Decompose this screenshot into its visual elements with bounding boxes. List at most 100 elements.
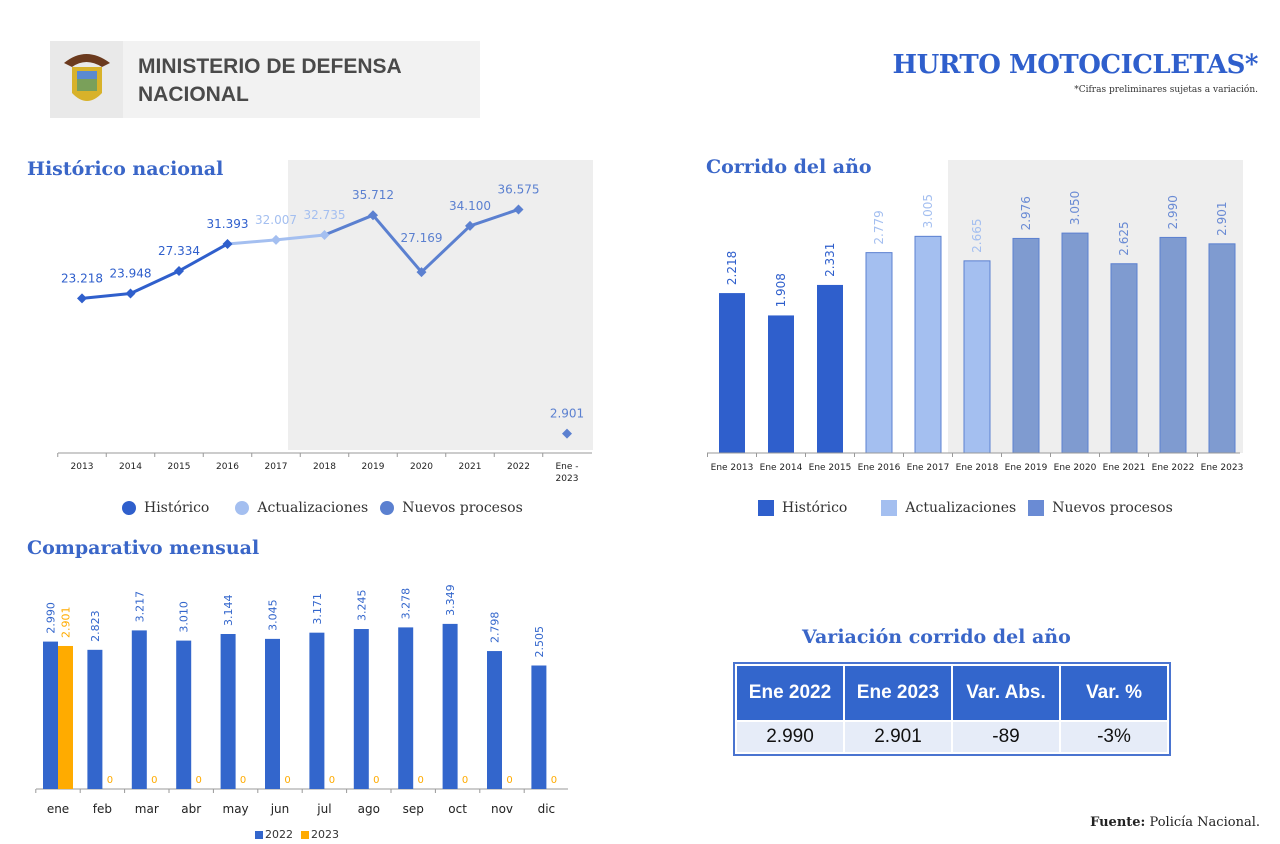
header-ene-2022: Ene 2022 (735, 664, 845, 722)
x-tick-label: jul (316, 802, 331, 816)
data-label: 2.625 (1117, 221, 1131, 255)
data-label-2022: 3.217 (133, 591, 146, 623)
line-segment (178, 242, 229, 273)
shield-icon (64, 54, 110, 101)
data-label: 31.393 (207, 217, 249, 231)
bar (1012, 237, 1040, 454)
data-label-2022: 3.010 (178, 601, 191, 633)
bar-2022 (487, 651, 502, 789)
line-segment (275, 233, 325, 242)
x-tick-label: 2017 (265, 462, 288, 472)
x-tick-label: abr (181, 802, 201, 816)
projection-shade (948, 160, 1243, 453)
x-tick-label: 2016 (216, 462, 239, 472)
data-label-2023: 0 (284, 775, 290, 786)
line-segment (81, 292, 131, 300)
data-label-2022: 2.798 (489, 612, 502, 644)
x-tick-label: Ene 2016 (858, 463, 901, 473)
legend-nuevos-marker (380, 501, 395, 515)
x-tick-label: ago (358, 802, 380, 816)
legend-historico-marker (758, 500, 774, 516)
x-tick-label: may (223, 802, 249, 816)
data-point (271, 234, 281, 245)
x-tick-label: Ene 2019 (1005, 463, 1048, 473)
coat-of-arms-logo (50, 41, 123, 118)
legend-historico-label: Histórico (782, 500, 848, 516)
header-var-pct: Var. % (1059, 664, 1169, 722)
bar-2022 (220, 634, 236, 789)
data-label: 2.779 (872, 210, 886, 244)
x-tick-label: Ene 2013 (711, 463, 754, 473)
legend-historico-marker (122, 501, 136, 515)
preliminary-note: *Cifras preliminares sujetas a variación… (1074, 85, 1258, 95)
bar (914, 235, 942, 454)
x-tick-label: feb (93, 802, 112, 816)
data-label-2023: 0 (151, 775, 157, 786)
data-label-2023: 0 (418, 775, 424, 786)
x-tick-label: 2022 (507, 462, 530, 472)
data-label: 2.990 (1166, 195, 1180, 229)
data-point (416, 267, 427, 278)
x-tick-label: 2013 (71, 462, 94, 472)
data-label-2022: 2.505 (533, 626, 546, 658)
data-label-2022: 3.171 (311, 593, 324, 625)
data-point (125, 288, 136, 299)
bar-2022 (176, 640, 192, 789)
data-label-2023: 0 (240, 775, 246, 786)
line-segment (420, 224, 472, 274)
bar-2022 (442, 623, 458, 789)
bar-2022 (531, 665, 547, 789)
data-label: 2.976 (1019, 196, 1033, 230)
header-var-abs: Var. Abs. (951, 664, 1061, 722)
x-tick-label: oct (448, 802, 467, 816)
data-label-2022: 3.144 (222, 595, 235, 627)
data-label-2023: 0 (329, 775, 335, 786)
bar (1159, 236, 1187, 454)
legend-2023-marker (301, 830, 309, 839)
data-label: 23.948 (110, 267, 152, 281)
data-label: 2.665 (970, 218, 984, 252)
x-tick-label: Ene 2014 (760, 463, 803, 473)
data-label-2022: 3.349 (444, 584, 457, 616)
mensual-title: Comparativo mensual (27, 537, 260, 559)
x-tick-label: Ene 2020 (1054, 463, 1097, 473)
legend-actualizaciones-label: Actualizaciones (905, 500, 1017, 516)
data-label-2022: 3.045 (267, 599, 280, 631)
projection-shade (288, 160, 593, 450)
data-label: 36.575 (498, 182, 540, 196)
historico-title: Histórico nacional (27, 158, 224, 180)
data-label: 35.712 (352, 188, 394, 202)
x-tick-label: 2021 (459, 462, 482, 472)
table-row: 2.990 2.901 -89 -3% (735, 720, 1169, 754)
source-label: Fuente: (1090, 815, 1146, 830)
data-point (319, 230, 330, 241)
data-point (562, 428, 572, 439)
data-point (77, 293, 87, 304)
data-label-2022: 3.245 (355, 590, 368, 622)
legend-nuevos-label: Nuevos procesos (402, 500, 523, 516)
bar (865, 252, 893, 454)
data-label: 2.901 (1215, 201, 1229, 235)
x-tick-label: Ene 2021 (1103, 463, 1146, 473)
variacion-table: Ene 2022 Ene 2023 Var. Abs. Var. % 2.990… (733, 662, 1171, 756)
x-tick-label: nov (491, 802, 513, 816)
data-label: 23.218 (61, 271, 103, 285)
data-label-2023: 0 (107, 775, 113, 786)
data-label: 2.901 (550, 407, 584, 421)
legend-2023-label: 2023 (311, 828, 339, 841)
bar-2023 (58, 645, 73, 789)
x-tick-label: dic (538, 802, 556, 816)
legend-2022-label: 2022 (265, 828, 293, 841)
data-label-2023: 2.901 (60, 606, 73, 638)
value-ene-2022: 2.990 (735, 720, 845, 754)
x-tick-label: 2019 (362, 462, 385, 472)
x-tick-label: Ene - (555, 462, 578, 472)
line-segment (129, 269, 180, 295)
data-point (368, 210, 378, 221)
data-label-2023: 0 (506, 775, 512, 786)
legend-nuevos-marker (1028, 500, 1045, 516)
line-segment (227, 238, 277, 246)
bar-2022 (309, 632, 325, 789)
x-tick-label: 2020 (410, 462, 433, 472)
source-note: Fuente: Policía Nacional. (1090, 815, 1260, 830)
